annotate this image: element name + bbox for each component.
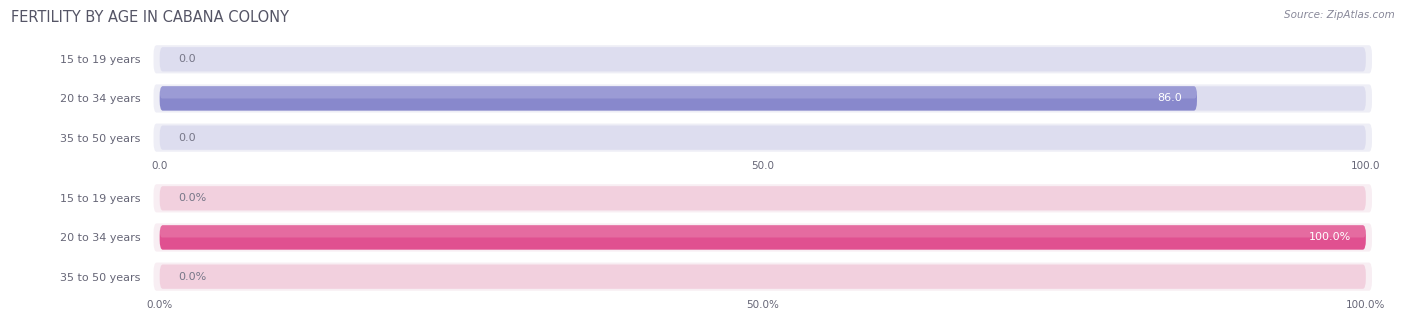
Text: FERTILITY BY AGE IN CABANA COLONY: FERTILITY BY AGE IN CABANA COLONY [11,10,290,25]
Text: 100.0%: 100.0% [1309,232,1351,243]
FancyBboxPatch shape [160,226,1365,238]
FancyBboxPatch shape [153,184,1372,213]
Text: 0.0%: 0.0% [177,272,207,282]
FancyBboxPatch shape [153,84,1372,113]
FancyBboxPatch shape [160,225,1365,250]
Text: 0.0: 0.0 [177,133,195,143]
FancyBboxPatch shape [160,86,1365,111]
FancyBboxPatch shape [160,125,1365,150]
FancyBboxPatch shape [160,264,1365,289]
FancyBboxPatch shape [153,262,1372,291]
Text: 86.0: 86.0 [1157,93,1182,104]
FancyBboxPatch shape [160,86,1197,111]
FancyBboxPatch shape [153,223,1372,252]
FancyBboxPatch shape [153,123,1372,152]
Text: 0.0%: 0.0% [177,193,207,203]
FancyBboxPatch shape [160,225,1365,250]
Text: 0.0: 0.0 [177,54,195,64]
FancyBboxPatch shape [160,87,1197,98]
FancyBboxPatch shape [153,45,1372,73]
FancyBboxPatch shape [160,47,1365,71]
Text: Source: ZipAtlas.com: Source: ZipAtlas.com [1284,10,1395,20]
FancyBboxPatch shape [160,186,1365,211]
